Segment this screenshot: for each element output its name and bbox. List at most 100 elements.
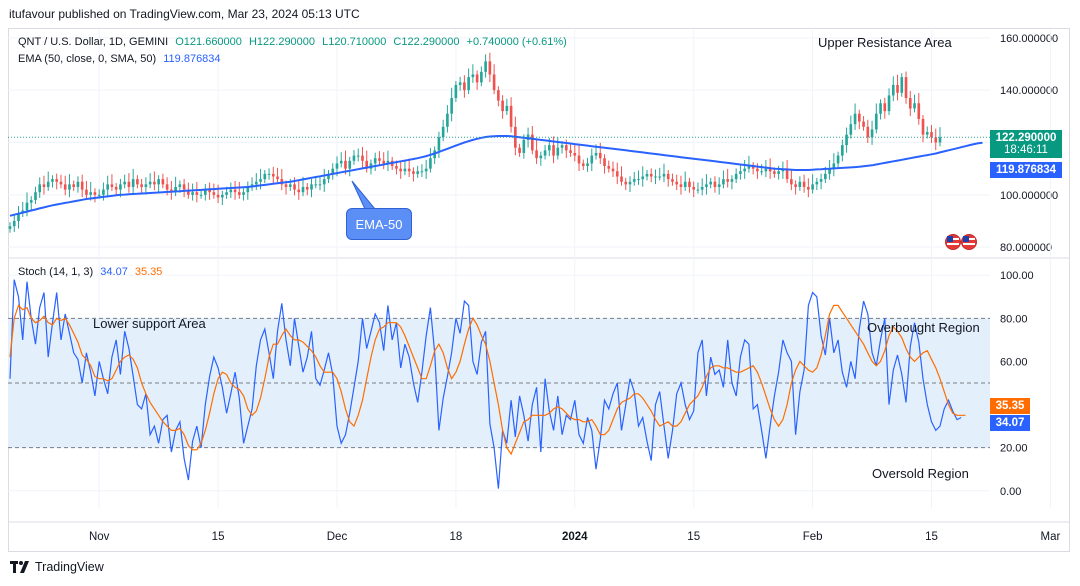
candle-body	[734, 173, 738, 180]
published-info: itufavour published on TradingView.com, …	[9, 7, 360, 21]
legend-low: L120.710000	[322, 36, 387, 48]
candle-body	[467, 77, 470, 91]
price-axis-tick: 140.000000	[1000, 85, 1058, 97]
time-axis-tick: Nov	[89, 531, 110, 543]
candle-body	[276, 176, 279, 180]
oversold-label: Oversold Region	[872, 466, 969, 481]
candle-body	[760, 171, 763, 173]
upper-resistance-label: Upper Resistance Area	[818, 35, 952, 50]
candle-body	[764, 168, 768, 172]
candle-body	[165, 184, 169, 190]
candle-body	[382, 160, 386, 164]
candle-body	[925, 132, 929, 135]
candle-body	[136, 179, 139, 185]
candle-body	[420, 171, 424, 173]
last-price-tag: 122.290000 18:46:11	[990, 130, 1062, 158]
stoch-legend[interactable]: Stoch (14, 1, 3) 34.07 35.35	[18, 266, 166, 278]
candle-body	[271, 173, 275, 177]
candle-body	[522, 139, 526, 153]
candle-body	[671, 179, 674, 182]
candle-body	[356, 155, 360, 157]
stoch-axis-tick: 80.00	[1000, 313, 1028, 325]
candle-body	[866, 126, 870, 138]
candle-body	[365, 160, 369, 169]
candle-body	[692, 186, 696, 190]
candle-body	[637, 179, 640, 181]
candle-body	[662, 173, 666, 177]
candle-body	[305, 186, 309, 190]
candle-body	[773, 171, 776, 174]
candle-body	[191, 192, 194, 195]
candle-body	[475, 74, 479, 83]
candle-body	[722, 179, 725, 185]
time-axis-tick: Dec	[327, 531, 348, 543]
candle-body	[331, 168, 335, 174]
candle-body	[339, 160, 343, 164]
candle-body	[552, 145, 555, 156]
candle-body	[756, 168, 759, 172]
candle-body	[182, 184, 186, 190]
candle-body	[386, 160, 390, 164]
candle-body	[917, 103, 921, 119]
candle-body	[55, 179, 59, 182]
candle-body	[429, 158, 432, 169]
candle-body	[908, 98, 912, 109]
candle-body	[378, 158, 381, 161]
candle-body	[649, 173, 653, 177]
candle-body	[148, 181, 152, 185]
candle-body	[233, 189, 237, 193]
us-flag-icon[interactable]	[945, 234, 977, 250]
candle-body	[518, 147, 521, 153]
candle-body	[93, 192, 97, 195]
candle-body	[887, 95, 891, 112]
candle-body	[531, 134, 534, 151]
candle-body	[280, 179, 284, 185]
candle-body	[25, 202, 29, 211]
candle-body	[89, 192, 93, 195]
candle-body	[403, 168, 407, 172]
candle-body	[246, 186, 250, 193]
candle-body	[51, 179, 54, 182]
time-axis-tick: Feb	[803, 531, 823, 543]
stoch-legend-d: 35.35	[134, 266, 163, 278]
candle-body	[883, 103, 887, 112]
candle-body	[891, 84, 895, 96]
candle-body	[849, 124, 853, 135]
candle-body	[815, 181, 819, 185]
candle-body	[59, 181, 63, 185]
candle-body	[777, 171, 780, 174]
candle-body	[590, 155, 594, 164]
stoch-legend-label: Stoch (14, 1, 3)	[18, 266, 94, 278]
candle-body	[581, 163, 585, 167]
candle-body	[157, 179, 160, 185]
legend-open: O121.660000	[175, 36, 242, 48]
chart-frame	[8, 28, 1070, 552]
candle-body	[225, 192, 228, 195]
candle-body	[832, 163, 836, 169]
candle-body	[802, 181, 806, 187]
legend-high: H122.290000	[248, 36, 316, 48]
ema-legend[interactable]: EMA (50, close, 0, SMA, 50) 119.876834	[18, 53, 225, 65]
ema-legend-label: EMA (50, close, 0, SMA, 50)	[18, 53, 157, 65]
candle-body	[293, 184, 296, 190]
symbol-label[interactable]: QNT / U.S. Dollar, 1D, GEMINI	[18, 36, 169, 48]
candle-body	[195, 192, 199, 195]
candle-body	[747, 166, 751, 169]
candle-body	[327, 173, 330, 180]
candle-body	[123, 181, 126, 185]
candle-body	[454, 84, 458, 99]
footer-brand[interactable]: TradingView	[10, 560, 104, 574]
candle-body	[106, 184, 109, 190]
candle-body	[450, 98, 453, 114]
candle-body	[119, 184, 122, 190]
candle-body	[458, 82, 462, 85]
candle-body	[696, 189, 700, 191]
legend-close: C122.290000	[393, 36, 460, 48]
candle-body	[688, 181, 691, 187]
candle-body	[488, 61, 492, 75]
top-bar: itufavour published on TradingView.com, …	[0, 0, 1080, 28]
candle-body	[80, 181, 84, 190]
time-axis-tick: 18	[449, 531, 462, 543]
candle-body	[556, 147, 560, 156]
